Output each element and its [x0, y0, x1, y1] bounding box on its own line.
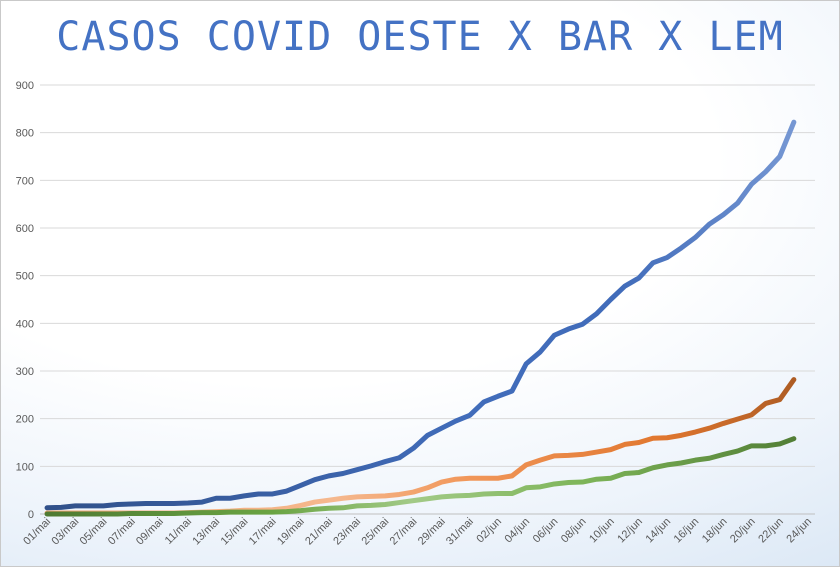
x-tick-label: 22/jun [756, 516, 786, 546]
y-tick-label: 700 [16, 175, 34, 187]
series-line-2 [44, 377, 797, 516]
x-tick-label: 31/mai [444, 516, 476, 548]
x-tick-label: 25/mai [360, 516, 392, 548]
x-tick-label: 13/mai [190, 516, 222, 548]
series-line-3 [44, 436, 797, 517]
series-line-1 [44, 119, 797, 511]
x-tick-label: 07/mai [106, 516, 138, 548]
y-tick-label: 900 [16, 80, 34, 92]
x-tick-label: 06/jun [531, 516, 561, 546]
x-tick-label: 03/mai [50, 516, 82, 548]
x-tick-label: 15/mai [219, 516, 251, 548]
x-tick-label: 01/mai [21, 516, 53, 548]
x-tick-label: 17/mai [247, 516, 279, 548]
chart-title: CASOS COVID OESTE X BAR X LEM [56, 14, 784, 60]
x-tick-label: 08/jun [559, 516, 589, 546]
x-tick-label: 14/jun [643, 516, 673, 546]
x-tick-label: 19/mai [275, 516, 307, 548]
x-tick-label: 27/mai [388, 516, 420, 548]
y-tick-label: 100 [16, 461, 34, 473]
x-tick-label: 09/mai [134, 516, 166, 548]
x-tick-label: 20/jun [728, 516, 758, 546]
x-tick-label: 02/jun [474, 516, 504, 546]
y-tick-label: 800 [16, 128, 34, 140]
y-tick-label: 200 [16, 414, 34, 426]
x-tick-label: 05/mai [78, 516, 110, 548]
x-tick-label: 24/jun [784, 516, 814, 546]
x-tick-label: 12/jun [615, 516, 645, 546]
x-tick-label: 21/mai [303, 516, 335, 548]
x-tick-label: 18/jun [700, 516, 730, 546]
y-tick-label: 400 [16, 318, 34, 330]
x-tick-label: 16/jun [672, 516, 702, 546]
y-axis: 0 100 200 300 400 500 600 700 800 900 [16, 80, 34, 521]
gridlines [40, 84, 815, 467]
x-axis: 01/mai03/mai05/mai07/mai09/mai11/mai13/m… [21, 513, 815, 548]
y-tick-label: 500 [16, 271, 34, 283]
x-tick-label: 11/mai [163, 516, 194, 547]
y-tick-label: 300 [16, 366, 34, 378]
series-lines [44, 119, 797, 517]
x-tick-label: 29/mai [416, 516, 448, 548]
x-tick-label: 23/mai [331, 516, 363, 548]
y-tick-label: 600 [16, 223, 34, 235]
x-tick-label: 04/jun [503, 516, 533, 546]
y-tick-label: 0 [28, 509, 34, 521]
x-tick-label: 10/jun [587, 516, 617, 546]
